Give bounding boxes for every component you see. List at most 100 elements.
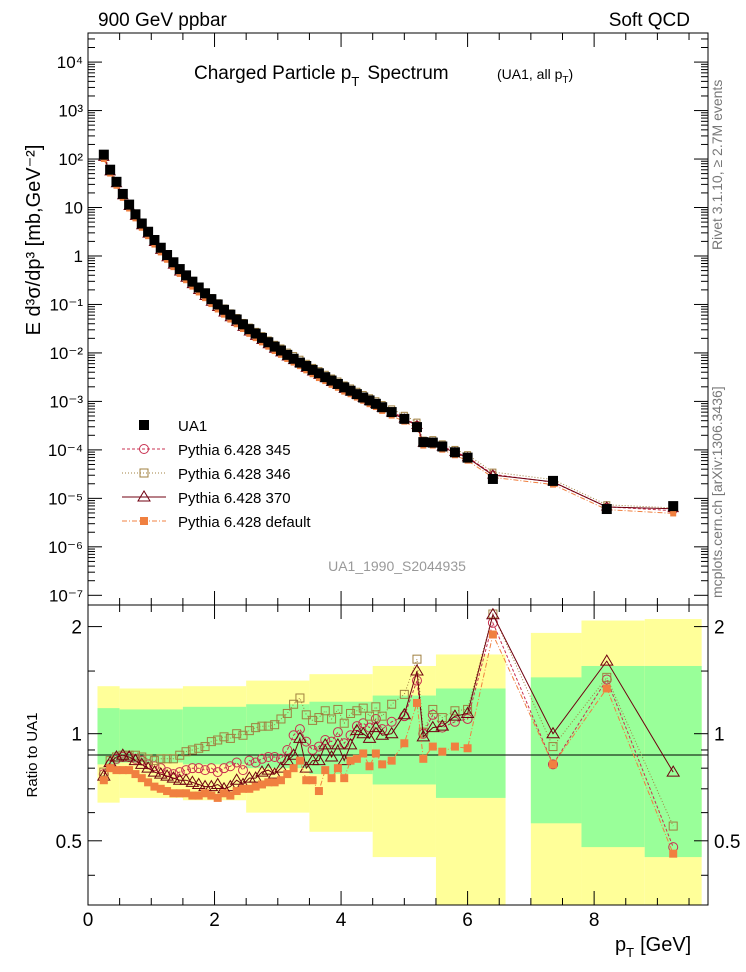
- ratio-point: [368, 720, 383, 733]
- ratio-line: [103, 621, 674, 848]
- ratio-point: [293, 731, 307, 743]
- ratio-point: [412, 698, 421, 707]
- ratio-point: [181, 747, 191, 757]
- ua1-point: [149, 234, 160, 245]
- ua1-point: [136, 218, 147, 229]
- ratio-point: [286, 748, 301, 760]
- ua1-point: [601, 504, 612, 515]
- ratio-tick-label: 1: [714, 725, 725, 746]
- ua1-point: [332, 378, 343, 389]
- uncertainty-bands: [97, 619, 702, 905]
- ratio-point: [294, 724, 305, 735]
- ua1-point: [250, 328, 261, 339]
- ratio-point: [274, 761, 288, 773]
- ratio-point: [599, 654, 614, 666]
- ratio-point: [231, 757, 242, 768]
- ua1-point: [386, 407, 397, 418]
- legend-label: Pythia 6.428 345: [178, 442, 291, 459]
- y-tick-label: 10⁻³: [49, 392, 83, 411]
- ratio-point: [332, 727, 343, 738]
- ratio-point: [449, 716, 460, 727]
- ratio-point: [301, 710, 311, 720]
- main-x-axis: [87, 33, 690, 605]
- ratio-point: [163, 787, 172, 796]
- y-tick-label: 10⁻⁷: [49, 586, 83, 605]
- ratio-plot-frame: [87, 604, 709, 906]
- ua1-point: [256, 332, 267, 343]
- ratio-point: [301, 736, 312, 747]
- ratio-line: [103, 632, 674, 854]
- main-series: [97, 149, 680, 517]
- ua1-point: [263, 337, 274, 348]
- main-plot: 10⁻⁷ 10⁻⁶ 10⁻⁵ 10⁻⁴ 10⁻³ 10⁻² 10⁻¹ 1 10 10² 10³ 10⁴…: [23, 32, 709, 606]
- ua1-point: [548, 475, 558, 486]
- ratio-point: [115, 748, 130, 760]
- y-tick-label: 10⁻¹: [49, 295, 83, 314]
- legend-label: Pythia 6.428 default: [178, 514, 311, 531]
- ratio-point: [289, 764, 298, 773]
- ua1-point: [294, 357, 305, 368]
- ratio-point: [352, 706, 362, 716]
- ratio-point: [437, 713, 447, 723]
- ratio-point: [149, 756, 159, 766]
- ua1-point: [358, 392, 369, 403]
- ratio-point: [346, 756, 355, 765]
- x-axis-label: pT [GeV]: [615, 934, 691, 960]
- ratio-point: [175, 789, 184, 798]
- ratio-point: [229, 773, 244, 785]
- ratio-point: [141, 761, 155, 773]
- ratio-point: [156, 784, 165, 793]
- ratio-point: [282, 708, 292, 718]
- ratio-point: [397, 707, 412, 720]
- ratio-point: [669, 849, 678, 858]
- ua1-point: [269, 341, 280, 352]
- ratio-point: [548, 759, 558, 770]
- ratio-point: [308, 715, 318, 725]
- legend-marker: [139, 444, 149, 454]
- ratio-point: [223, 779, 238, 792]
- header-right: Soft QCD: [609, 10, 690, 31]
- ratio-y-label: Ratio to UA1: [24, 712, 41, 797]
- ratio-point: [377, 711, 387, 721]
- y-tick-label: 10⁻⁵: [48, 489, 83, 508]
- ratio-point: [365, 711, 375, 721]
- ratio-line: [103, 613, 674, 790]
- ratio-point: [411, 675, 422, 686]
- ratio-line: [103, 612, 674, 827]
- ua1-point: [339, 382, 350, 393]
- ratio-point: [333, 764, 342, 773]
- ratio-point: [666, 765, 681, 777]
- ratio-point: [261, 763, 276, 775]
- ratio-point: [412, 654, 422, 664]
- ratio-point: [206, 737, 216, 747]
- ratio-point: [220, 789, 229, 798]
- ratio-point: [270, 720, 280, 730]
- ua1-point: [181, 270, 192, 281]
- ratio-point: [488, 609, 498, 619]
- ratio-point: [238, 765, 248, 776]
- legend-label: UA1: [178, 418, 207, 435]
- x-tick-label: 0: [83, 910, 94, 931]
- ratio-point: [248, 771, 263, 783]
- ratio-point: [460, 706, 475, 718]
- ratio-point: [201, 789, 210, 798]
- ua1-point: [307, 364, 318, 375]
- ua1-point: [282, 349, 293, 360]
- ratio-point: [384, 726, 399, 739]
- ua1-point: [288, 353, 299, 364]
- x-tick-label: 2: [209, 910, 220, 931]
- x-tick-label: 4: [336, 910, 347, 931]
- ratio-point: [187, 745, 197, 755]
- ratio-point: [602, 672, 612, 682]
- legend-label: Pythia 6.428 346: [178, 466, 291, 483]
- ratio-point: [99, 776, 108, 785]
- ratio-point: [462, 713, 473, 724]
- y-tick-label: 10⁻²: [49, 344, 83, 363]
- ratio-point: [267, 767, 282, 779]
- ratio-point: [213, 793, 222, 802]
- ratio-point: [219, 763, 230, 774]
- ratio-point: [486, 607, 500, 620]
- x-tick-label: 8: [589, 910, 600, 931]
- ratio-series: [96, 607, 681, 858]
